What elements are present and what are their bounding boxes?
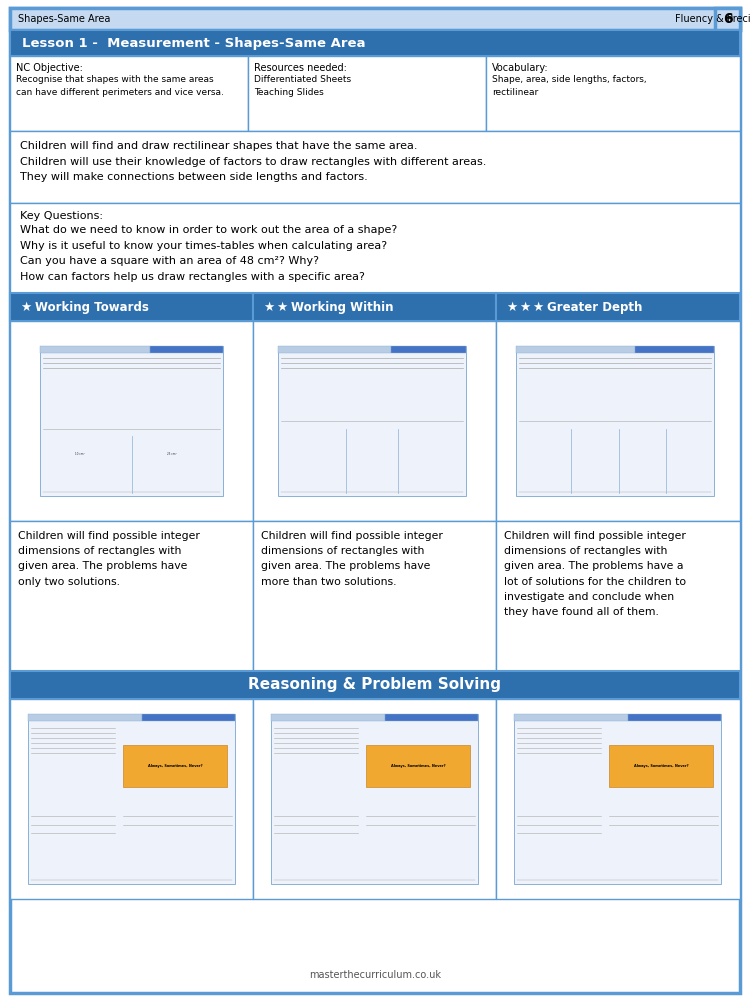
Bar — [10, 521, 253, 671]
Text: Lesson 1 -  Measurement - Shapes-Same Area: Lesson 1 - Measurement - Shapes-Same Are… — [22, 36, 365, 49]
Bar — [715, 8, 740, 30]
Text: ★: ★ — [20, 300, 32, 314]
Text: Children will find and draw rectilinear shapes that have the same area.
Children: Children will find and draw rectilinear … — [20, 141, 486, 182]
Bar — [40, 346, 223, 496]
Text: Resources needed:: Resources needed: — [254, 63, 346, 73]
Bar — [40, 346, 150, 353]
Bar — [10, 671, 740, 699]
Text: ★: ★ — [519, 300, 530, 314]
Bar — [10, 30, 740, 56]
Bar — [391, 346, 466, 353]
Text: Key Questions:: Key Questions: — [20, 211, 103, 221]
Text: Greater Depth: Greater Depth — [547, 300, 642, 314]
Text: Children will find possible integer
dimensions of rectangles with
given area. Th: Children will find possible integer dime… — [504, 531, 686, 617]
Text: ★: ★ — [276, 300, 287, 314]
Bar — [28, 714, 235, 884]
Bar — [278, 346, 391, 353]
Text: Reasoning & Problem Solving: Reasoning & Problem Solving — [248, 678, 502, 692]
Bar — [271, 714, 385, 721]
Text: 6: 6 — [723, 12, 733, 26]
Text: ★: ★ — [506, 300, 518, 314]
Bar — [10, 321, 253, 521]
Bar — [10, 293, 253, 321]
Text: Always, Sometimes, Never?: Always, Sometimes, Never? — [391, 764, 445, 768]
Bar — [385, 714, 478, 721]
Text: Shape, area, side lengths, factors,
rectilinear: Shape, area, side lengths, factors, rect… — [492, 75, 646, 97]
Text: ★: ★ — [263, 300, 274, 314]
Text: 10 cm²: 10 cm² — [76, 452, 85, 456]
Text: Children will find possible integer
dimensions of rectangles with
given area. Th: Children will find possible integer dime… — [261, 531, 442, 587]
Bar — [496, 521, 740, 671]
Bar — [10, 203, 740, 293]
Text: masterthecurriculum.co.uk: masterthecurriculum.co.uk — [309, 970, 441, 980]
Bar — [271, 714, 478, 884]
Bar — [253, 321, 496, 521]
Text: Shapes-Same Area: Shapes-Same Area — [18, 14, 110, 24]
Text: Children will find possible integer
dimensions of rectangles with
given area. Th: Children will find possible integer dime… — [18, 531, 200, 587]
Bar — [142, 714, 235, 721]
Text: Vocabulary:: Vocabulary: — [492, 63, 548, 73]
Bar — [10, 8, 740, 30]
Bar — [609, 745, 712, 787]
Bar — [516, 346, 634, 353]
Text: What do we need to know in order to work out the area of a shape?
Why is it usef: What do we need to know in order to work… — [20, 225, 398, 282]
Bar — [10, 131, 740, 203]
Bar — [496, 293, 740, 321]
Bar — [123, 745, 226, 787]
Bar — [516, 346, 714, 496]
Text: Always, Sometimes, Never?: Always, Sometimes, Never? — [634, 764, 688, 768]
Text: Differentiated Sheets
Teaching Slides: Differentiated Sheets Teaching Slides — [254, 75, 351, 97]
Bar — [496, 321, 740, 521]
Bar — [628, 714, 721, 721]
Bar — [253, 699, 496, 899]
Bar — [253, 521, 496, 671]
Text: Recognise that shapes with the same areas
can have different perimeters and vice: Recognise that shapes with the same area… — [16, 75, 223, 97]
Bar — [28, 714, 142, 721]
Text: Working Within: Working Within — [291, 300, 394, 314]
Text: NC Objective:: NC Objective: — [16, 63, 82, 73]
Bar — [634, 346, 714, 353]
Bar — [248, 56, 486, 131]
Bar — [366, 745, 470, 787]
Bar — [150, 346, 223, 353]
Text: ★: ★ — [532, 300, 543, 314]
Bar — [514, 714, 628, 721]
Bar — [514, 714, 721, 884]
Bar — [10, 699, 253, 899]
Bar — [278, 346, 466, 496]
Text: Fluency & Precision: Fluency & Precision — [675, 14, 750, 24]
Text: Working Towards: Working Towards — [35, 300, 148, 314]
Bar — [10, 56, 248, 131]
Text: 25 cm²: 25 cm² — [167, 452, 176, 456]
Bar — [496, 699, 740, 899]
Bar — [253, 293, 496, 321]
Text: Always, Sometimes, Never?: Always, Sometimes, Never? — [148, 764, 202, 768]
Bar — [486, 56, 740, 131]
